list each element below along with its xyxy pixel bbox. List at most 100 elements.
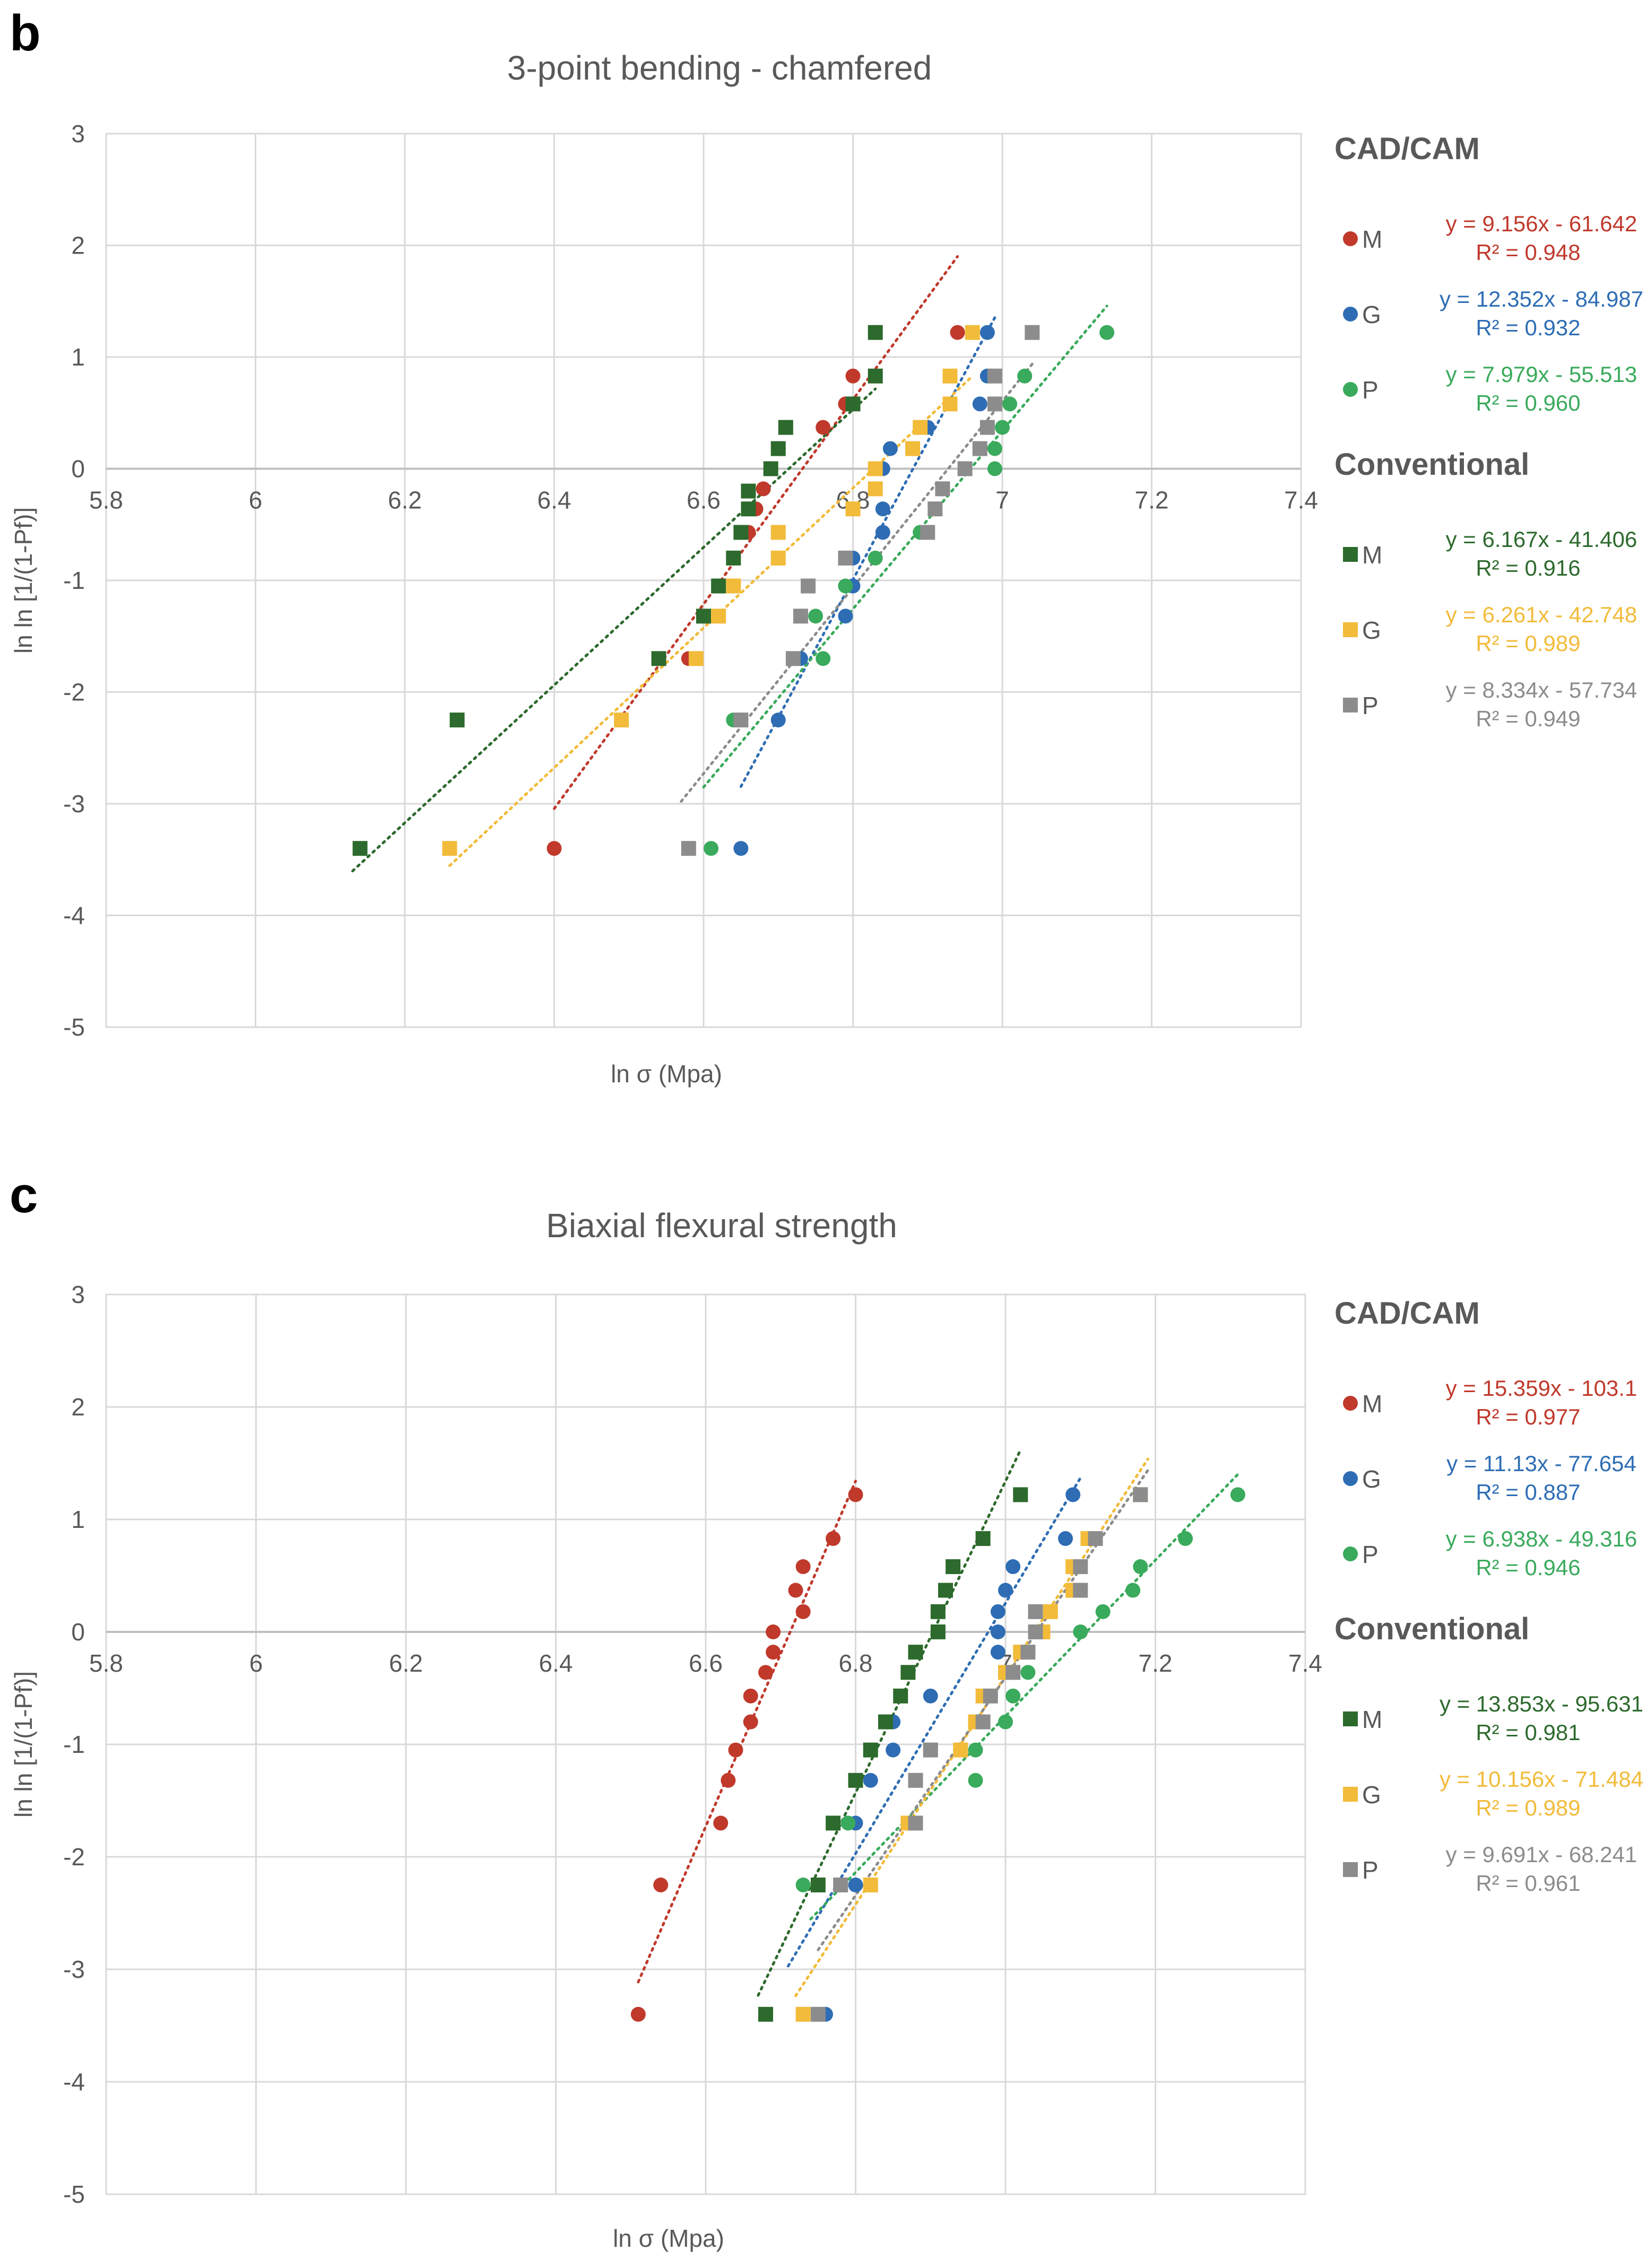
data-point-cad-cam-p (808, 609, 824, 624)
data-point-conventional-m (696, 609, 711, 624)
data-point-cad-cam-p (840, 1815, 856, 1831)
chart-panel-b: b 3-point bending - chamfered 5.8 6 6.2 6.4 6.… (10, 5, 1643, 1088)
data-point-conventional-p (838, 550, 853, 566)
data-point-conventional-p (1028, 1624, 1043, 1639)
data-point-conventional-p (987, 368, 1002, 384)
y-tick-label: 1 (71, 1506, 85, 1533)
x-tick-label: 7.4 (1288, 1649, 1322, 1677)
legend-marker (1343, 1396, 1358, 1411)
legend-equation: y = 11.13x - 77.654 (1446, 1451, 1636, 1476)
data-point-conventional-m (1013, 1487, 1028, 1502)
x-tick-label: 6 (249, 1649, 263, 1677)
data-point-cad-cam-m (728, 1742, 743, 1758)
legend-label: P (1362, 376, 1379, 404)
data-point-cad-cam-g (848, 1878, 863, 1892)
data-point-conventional-p (1088, 1531, 1103, 1546)
legend-marker (1343, 307, 1358, 321)
data-point-cad-cam-m (743, 1714, 758, 1730)
data-point-conventional-g (726, 578, 741, 594)
y-tick-label: -3 (63, 1956, 85, 1983)
y-tick-label: -1 (63, 1731, 85, 1758)
data-point-conventional-m (810, 1878, 826, 1892)
data-point-cad-cam-m (795, 1559, 811, 1575)
data-point-cad-cam-p (968, 1742, 983, 1758)
panel-label: c (10, 1167, 38, 1223)
data-point-cad-cam-p (987, 441, 1002, 456)
data-point-cad-cam-g (990, 1645, 1005, 1660)
legend-label: P (1362, 1856, 1379, 1884)
x-tick-label: 5.8 (89, 486, 123, 514)
legend-marker (1343, 1711, 1358, 1726)
data-point-conventional-p (1020, 1645, 1036, 1660)
data-point-conventional-p (983, 1688, 998, 1704)
data-point-cad-cam-m (826, 1531, 841, 1546)
data-point-cad-cam-p (816, 651, 831, 666)
data-point-conventional-p (972, 441, 987, 456)
data-point-conventional-m (938, 1583, 953, 1598)
data-point-conventional-p (908, 1815, 923, 1831)
y-tick-label: 2 (71, 232, 85, 259)
trendline-cad-cam-g (786, 1476, 1082, 1968)
data-point-cad-cam-g (990, 1624, 1005, 1639)
data-point-cad-cam-p (1020, 1665, 1036, 1680)
x-tick-label: 7 (995, 486, 1009, 514)
data-point-conventional-m (930, 1604, 946, 1619)
legend-marker (1343, 1862, 1358, 1877)
data-point-conventional-m (770, 441, 786, 456)
legend-r2: R² = 0.948 (1476, 240, 1580, 265)
legend-label: M (1362, 225, 1382, 253)
data-point-conventional-p (801, 578, 816, 594)
data-point-cad-cam-p (995, 420, 1010, 435)
legend-label: M (1362, 541, 1382, 569)
data-point-conventional-m (900, 1665, 916, 1680)
data-point-cad-cam-p (838, 578, 853, 594)
data-point-conventional-g (795, 2006, 811, 2022)
x-tick-label: 5.8 (89, 1649, 123, 1677)
data-point-cad-cam-g (979, 325, 995, 340)
data-point-conventional-g (913, 420, 928, 435)
legend-equation: y = 13.853x - 95.631 (1440, 1691, 1643, 1716)
x-tick-label: 7.4 (1284, 486, 1318, 514)
data-point-conventional-m (868, 325, 883, 340)
data-point-conventional-g (868, 461, 883, 476)
trendline-cad-cam-p (809, 1473, 1239, 1921)
data-point-conventional-p (1005, 1665, 1021, 1680)
y-tick-label: -2 (63, 679, 85, 706)
data-point-cad-cam-m (795, 1604, 811, 1619)
data-point-cad-cam-g (875, 525, 890, 540)
data-point-cad-cam-m (766, 1645, 781, 1660)
data-point-conventional-m (930, 1624, 946, 1639)
data-point-conventional-m (848, 1772, 863, 1788)
x-tick-label: 7.2 (1139, 1649, 1173, 1677)
legend-marker (1343, 698, 1358, 712)
data-point-conventional-p (681, 841, 696, 856)
data-point-conventional-p (957, 461, 973, 476)
data-point-cad-cam-m (848, 1487, 863, 1502)
data-point-conventional-g (953, 1742, 968, 1758)
x-tick-label: 6.2 (388, 486, 422, 514)
chart-title: Biaxial flexural strength (546, 1206, 897, 1245)
data-point-cad-cam-p (1125, 1583, 1141, 1598)
data-point-cad-cam-p (987, 461, 1002, 476)
x-axis-label: ln σ (Mpa) (613, 2224, 724, 2252)
legend-r2: R² = 0.989 (1476, 631, 1580, 656)
legend-r2: R² = 0.981 (1476, 1720, 1580, 1745)
data-point-conventional-p (785, 651, 801, 666)
legend-marker (1343, 1787, 1358, 1802)
data-point-conventional-g (442, 841, 457, 856)
legend-marker (1343, 231, 1358, 246)
legend-r2: R² = 0.946 (1476, 1555, 1580, 1580)
data-point-cad-cam-p (795, 1878, 811, 1892)
x-tick-label: 6.6 (687, 486, 721, 514)
legend-label: G (1362, 616, 1381, 644)
data-point-cad-cam-p (1133, 1559, 1148, 1575)
data-point-conventional-m (908, 1645, 923, 1660)
data-point-conventional-p (979, 420, 995, 435)
legend-r2: R² = 0.977 (1476, 1404, 1580, 1429)
legend-label: G (1362, 301, 1381, 328)
data-point-cad-cam-g (882, 441, 898, 456)
data-point-cad-cam-g (1005, 1559, 1021, 1575)
x-tick-label: 6.6 (689, 1649, 723, 1677)
data-point-conventional-p (908, 1772, 923, 1788)
